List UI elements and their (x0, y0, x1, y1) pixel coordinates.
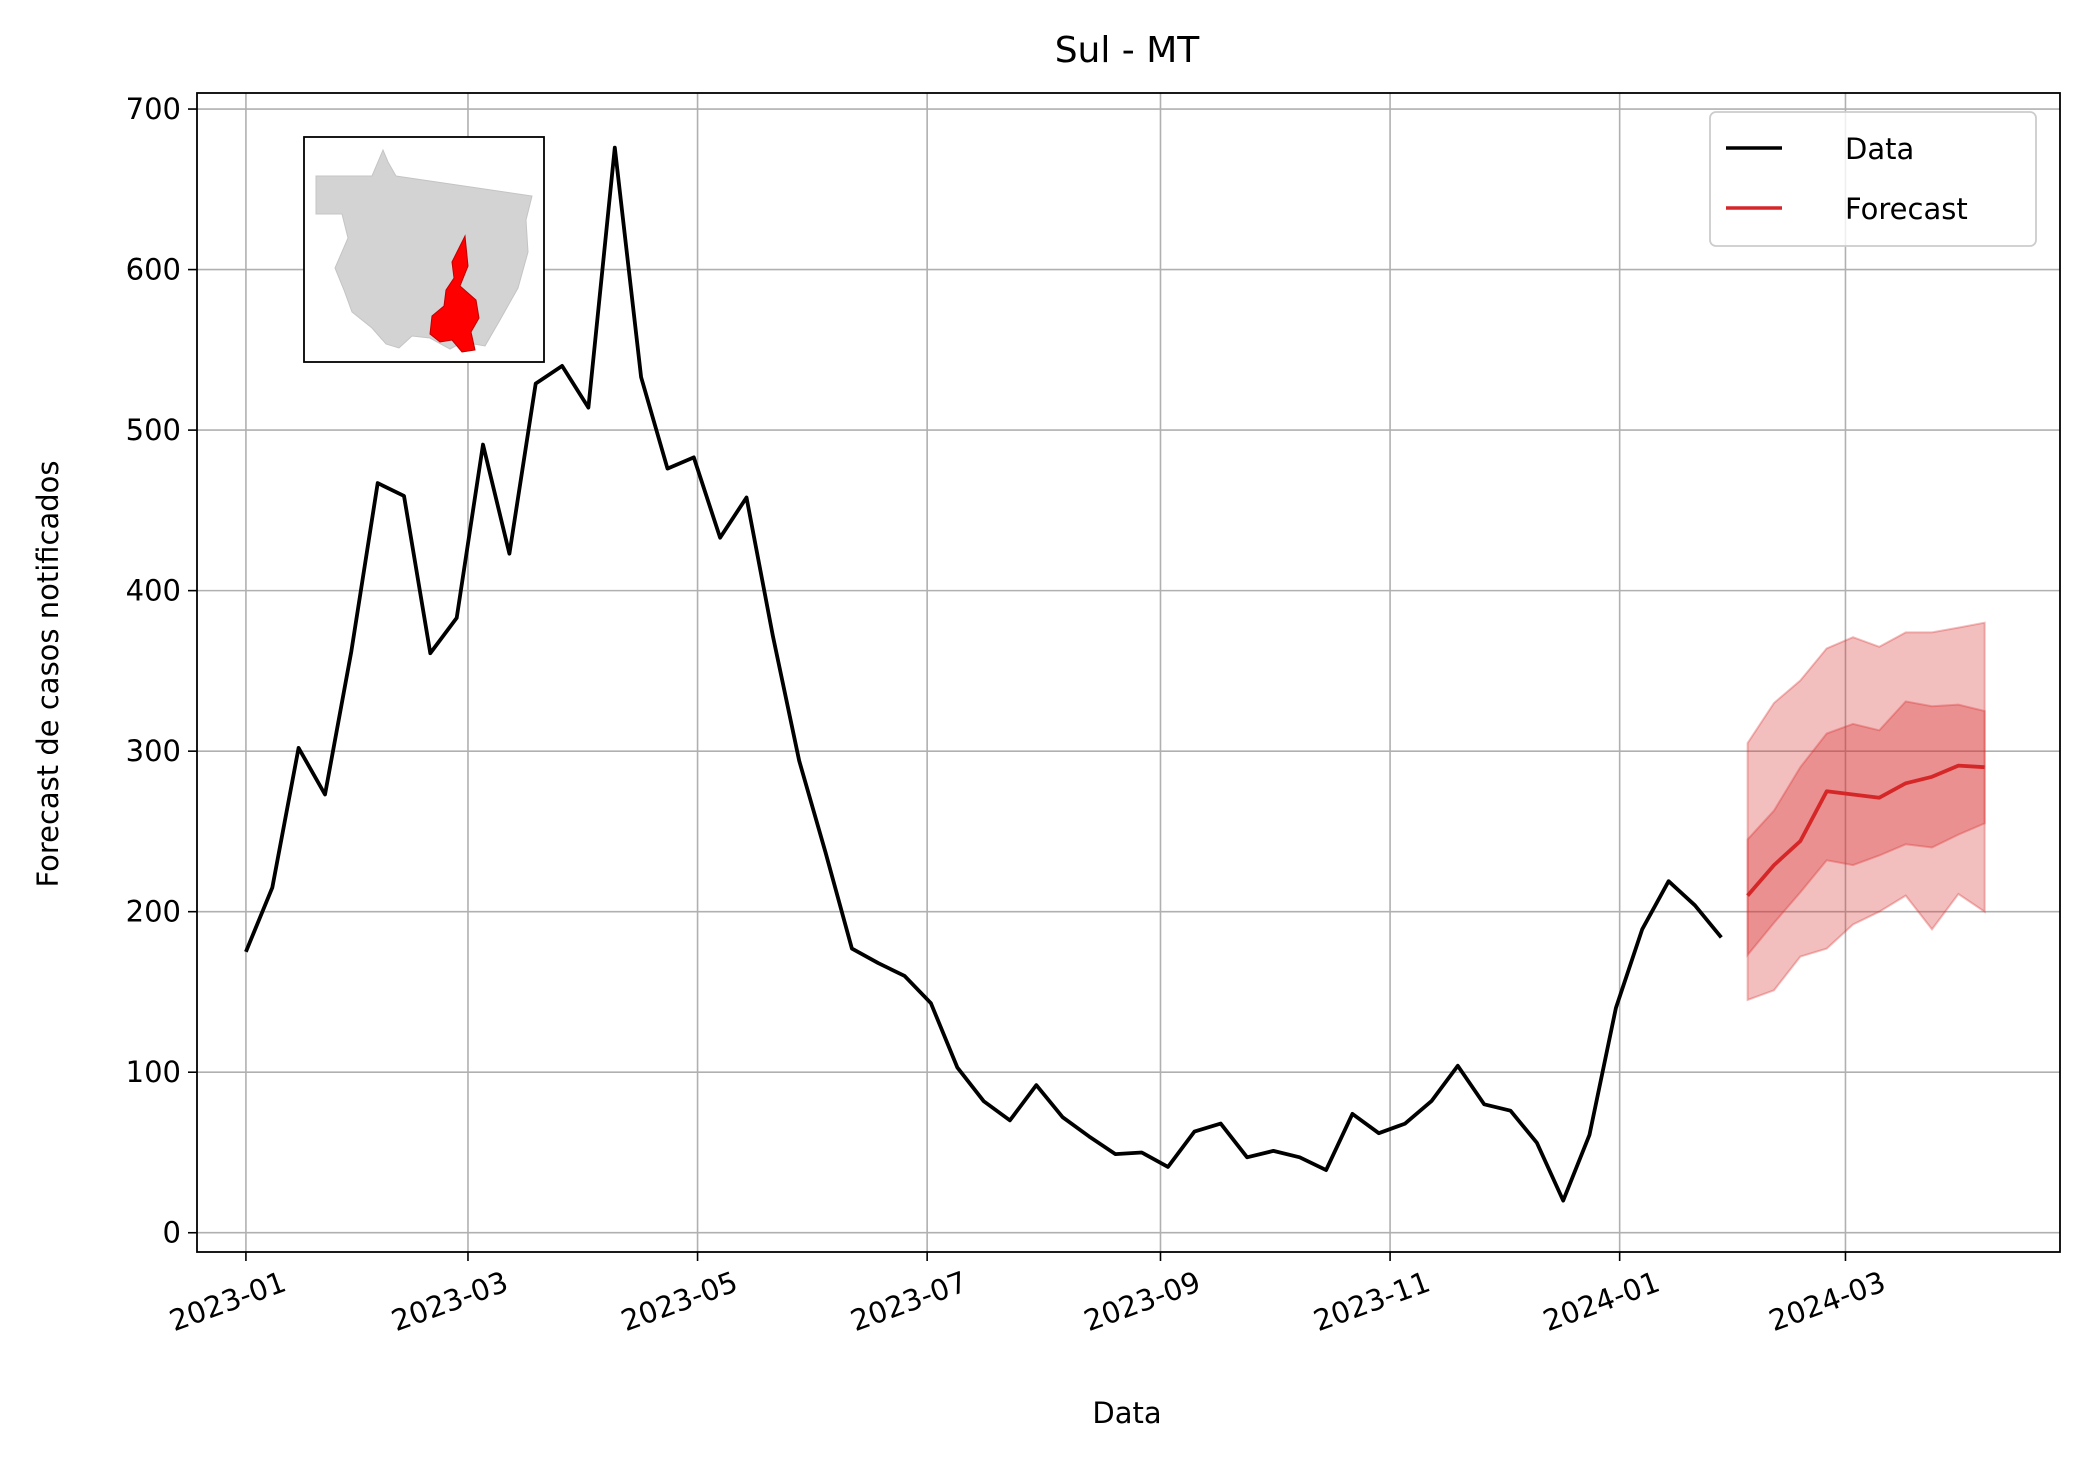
legend: Data Forecast (1709, 111, 2037, 247)
y-axis-label: Forecast de casos notificados (31, 460, 65, 887)
y-tick-label: 600 (126, 253, 181, 287)
chart-title: Sul - MT (1055, 30, 1201, 71)
series-line-forecast (1746, 763, 1985, 897)
y-tick-label: 300 (126, 734, 181, 768)
forecast-interval-50 (1746, 700, 1986, 958)
forecast-interval-95 (1746, 621, 1986, 1002)
x-axis-label: Data (1092, 1396, 1161, 1430)
legend-frame (1709, 111, 2037, 247)
series-line-data (244, 145, 1723, 1203)
series-lines (244, 145, 1985, 1203)
legend-label-forecast: Forecast (1845, 192, 1968, 226)
highlighted-region-shape (429, 234, 480, 353)
y-tick-label: 200 (126, 895, 181, 929)
y-tick-label: 100 (126, 1055, 181, 1089)
forecast-band-outer (1746, 621, 1986, 1002)
state-map-shape (315, 148, 533, 350)
plot-frame (196, 92, 2061, 1253)
legend-label-data: Data (1845, 132, 1914, 166)
inset-map (303, 136, 545, 363)
y-tick-label: 500 (126, 413, 181, 447)
forecast-band-inner (1746, 700, 1986, 958)
y-axis: 0 100 200 300 400 500 600 700 (126, 92, 197, 1250)
y-tick-label: 0 (163, 1216, 181, 1250)
y-tick-label: 400 (126, 574, 181, 608)
grid (197, 93, 2060, 1252)
y-tick-label: 700 (126, 92, 181, 126)
